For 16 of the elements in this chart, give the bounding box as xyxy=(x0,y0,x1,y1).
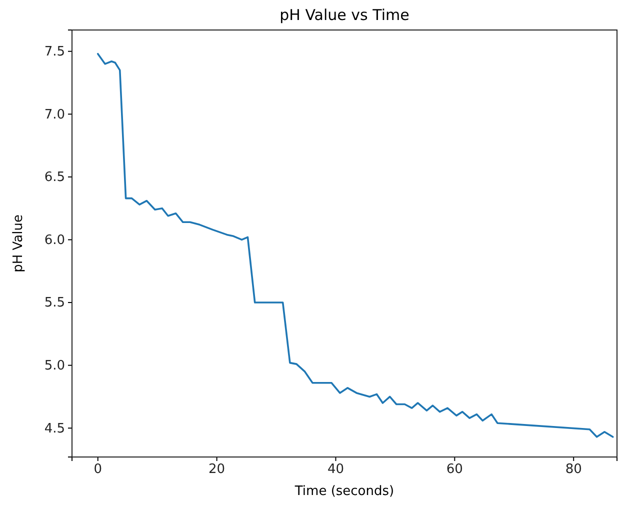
x-tick-label: 60 xyxy=(446,462,463,478)
x-tick-label: 40 xyxy=(327,462,344,478)
x-tick-label: 80 xyxy=(565,462,582,478)
y-tick-label: 7.5 xyxy=(44,44,65,60)
y-tick-label: 7.0 xyxy=(44,107,65,122)
x-tick-label: 0 xyxy=(94,462,102,478)
y-tick-label: 6.5 xyxy=(44,170,65,186)
chart-title: pH Value vs Time xyxy=(280,6,410,24)
y-tick-label: 4.5 xyxy=(44,421,65,436)
line-series xyxy=(96,52,614,438)
x-tick-label: 20 xyxy=(208,462,226,478)
x-axis-title: Time (seconds) xyxy=(294,484,394,499)
y-tick-label: 6.0 xyxy=(44,232,65,248)
y-tick-label: 5.5 xyxy=(44,296,65,311)
y-axis-title: pH Value xyxy=(11,214,26,272)
y-tick-label: 5.0 xyxy=(44,358,65,374)
